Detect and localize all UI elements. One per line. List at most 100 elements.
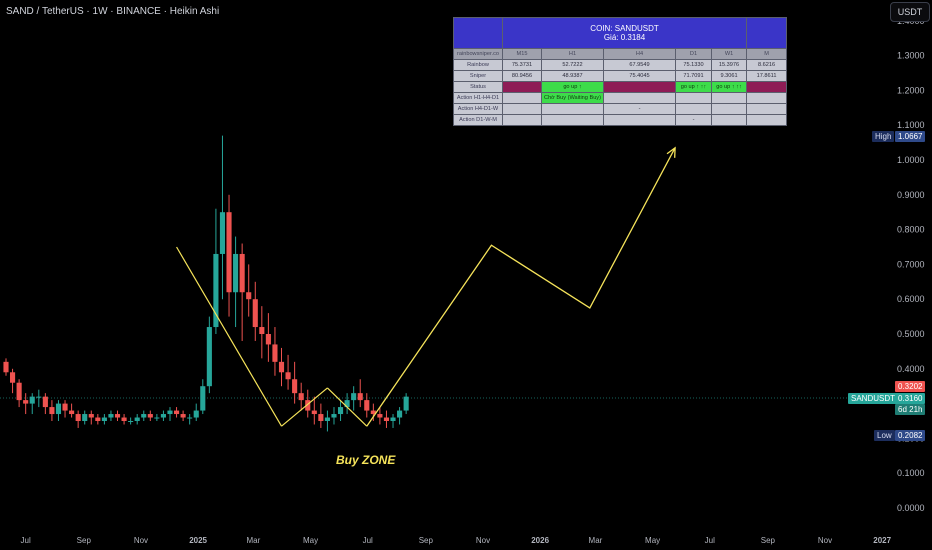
candle-body bbox=[75, 414, 81, 421]
candle-body bbox=[259, 327, 265, 334]
table-title-spacer bbox=[453, 17, 503, 49]
candle-body bbox=[390, 417, 396, 421]
candle-body bbox=[167, 410, 173, 415]
low-value: 0.2082 bbox=[895, 430, 926, 441]
coin-price: Giá: 0.3184 bbox=[603, 33, 646, 42]
table-cell bbox=[675, 92, 712, 104]
last-price-tag: 0.3160 bbox=[895, 393, 926, 404]
table-title: COIN: SANDUSDT Giá: 0.3184 bbox=[501, 17, 748, 49]
candle-body bbox=[180, 414, 186, 418]
table-cell bbox=[603, 114, 676, 126]
table-cell: go up ↑ ↑↑ bbox=[710, 81, 748, 93]
x-tick-label: 2025 bbox=[189, 536, 207, 545]
candle-body bbox=[36, 396, 42, 398]
candle-body bbox=[187, 417, 193, 419]
x-tick-label: Jul bbox=[705, 536, 715, 545]
table-cell bbox=[746, 103, 788, 115]
table-cell bbox=[746, 81, 788, 93]
candle-body bbox=[141, 414, 147, 418]
candle-body bbox=[101, 417, 107, 421]
candle-body bbox=[55, 403, 62, 415]
table-header-cell: M15 bbox=[502, 48, 542, 60]
trend-line bbox=[327, 387, 368, 427]
candle-body bbox=[128, 421, 134, 422]
high-value: 1.0667 bbox=[895, 131, 926, 142]
currency-button[interactable]: USDT bbox=[890, 2, 930, 22]
table-cell: 17.8611 bbox=[746, 70, 788, 82]
x-tick-label: Jul bbox=[363, 536, 373, 545]
table-cell: 48.9387 bbox=[541, 70, 604, 82]
table-row-label: Status bbox=[453, 81, 503, 93]
x-tick-label: May bbox=[303, 536, 318, 545]
candle-body bbox=[298, 393, 304, 401]
table-header-cell: W1 bbox=[710, 48, 748, 60]
y-tick-label: 0.1000 bbox=[897, 468, 925, 478]
candle-body bbox=[331, 414, 337, 418]
y-tick-label: 0.0000 bbox=[897, 503, 925, 513]
candle-body bbox=[233, 253, 239, 293]
table-cell: 8.6216 bbox=[746, 59, 788, 71]
countdown-tag: 6d 21h bbox=[895, 404, 926, 415]
table-cell bbox=[746, 92, 788, 104]
table-cell: 80.9456 bbox=[502, 70, 542, 82]
candle-body bbox=[114, 414, 121, 418]
candle-body bbox=[351, 393, 357, 401]
table-cell: - bbox=[675, 114, 712, 126]
candle-body bbox=[3, 361, 9, 373]
candle-body bbox=[357, 393, 363, 401]
y-tick-label: 0.9000 bbox=[897, 190, 925, 200]
table-cell: 52.7222 bbox=[541, 59, 604, 71]
y-tick-label: 1.2000 bbox=[897, 85, 925, 95]
candle-body bbox=[173, 410, 180, 415]
candle-body bbox=[10, 372, 16, 383]
table-cell: - bbox=[603, 103, 676, 115]
table-cell bbox=[710, 103, 748, 115]
chart-title: SAND / TetherUS · 1W · BINANCE · Heikin … bbox=[6, 6, 220, 17]
y-tick-label: 0.8000 bbox=[897, 225, 925, 235]
candle-body bbox=[219, 212, 226, 254]
table-header-cell: H1 bbox=[541, 48, 604, 60]
candle-body bbox=[370, 410, 376, 415]
trend-line bbox=[281, 387, 328, 427]
candle-body bbox=[23, 400, 29, 404]
x-tick-label: 2026 bbox=[531, 536, 549, 545]
x-tick-label: Nov bbox=[134, 536, 148, 545]
x-tick-label: Sep bbox=[77, 536, 92, 545]
table-cell: go up ↑ ↑↑ bbox=[675, 81, 712, 93]
candle-body bbox=[16, 382, 22, 401]
x-tick-label: Sep bbox=[419, 536, 434, 545]
table-cell: go up ↑ bbox=[541, 81, 604, 93]
candle-body bbox=[88, 414, 94, 418]
table-row-label: Action D1-W-M bbox=[453, 114, 503, 126]
candle-body bbox=[200, 386, 206, 411]
candle-body bbox=[344, 400, 350, 408]
y-tick-label: 1.0000 bbox=[897, 155, 925, 165]
x-tick-label: Mar bbox=[589, 536, 603, 545]
candle-body bbox=[62, 403, 68, 411]
candle-body bbox=[193, 410, 199, 418]
y-tick-label: 1.1000 bbox=[897, 120, 925, 130]
y-tick-label: 0.4000 bbox=[897, 364, 925, 374]
candle-body bbox=[206, 327, 212, 387]
table-row-label: Action H1-H4-D1 bbox=[453, 92, 503, 104]
candle-body bbox=[364, 400, 370, 411]
candle-body bbox=[134, 417, 140, 421]
candle-body bbox=[29, 396, 35, 404]
candle-body bbox=[226, 212, 232, 293]
candle-body bbox=[213, 253, 219, 328]
x-tick-label: Nov bbox=[476, 536, 490, 545]
candle-body bbox=[305, 400, 311, 411]
candle-body bbox=[403, 396, 409, 411]
table-cell bbox=[603, 92, 676, 104]
candle-body bbox=[252, 299, 258, 328]
upper-price-tag: 0.3202 bbox=[895, 381, 926, 392]
projection-path bbox=[366, 147, 676, 427]
table-row-label: Sniper bbox=[453, 70, 503, 82]
y-tick-label: 0.6000 bbox=[897, 294, 925, 304]
table-cell bbox=[746, 114, 788, 126]
x-tick-label: May bbox=[645, 536, 660, 545]
table-cell bbox=[541, 103, 604, 115]
candle-body bbox=[383, 417, 390, 421]
table-cell: 75.4045 bbox=[603, 70, 676, 82]
